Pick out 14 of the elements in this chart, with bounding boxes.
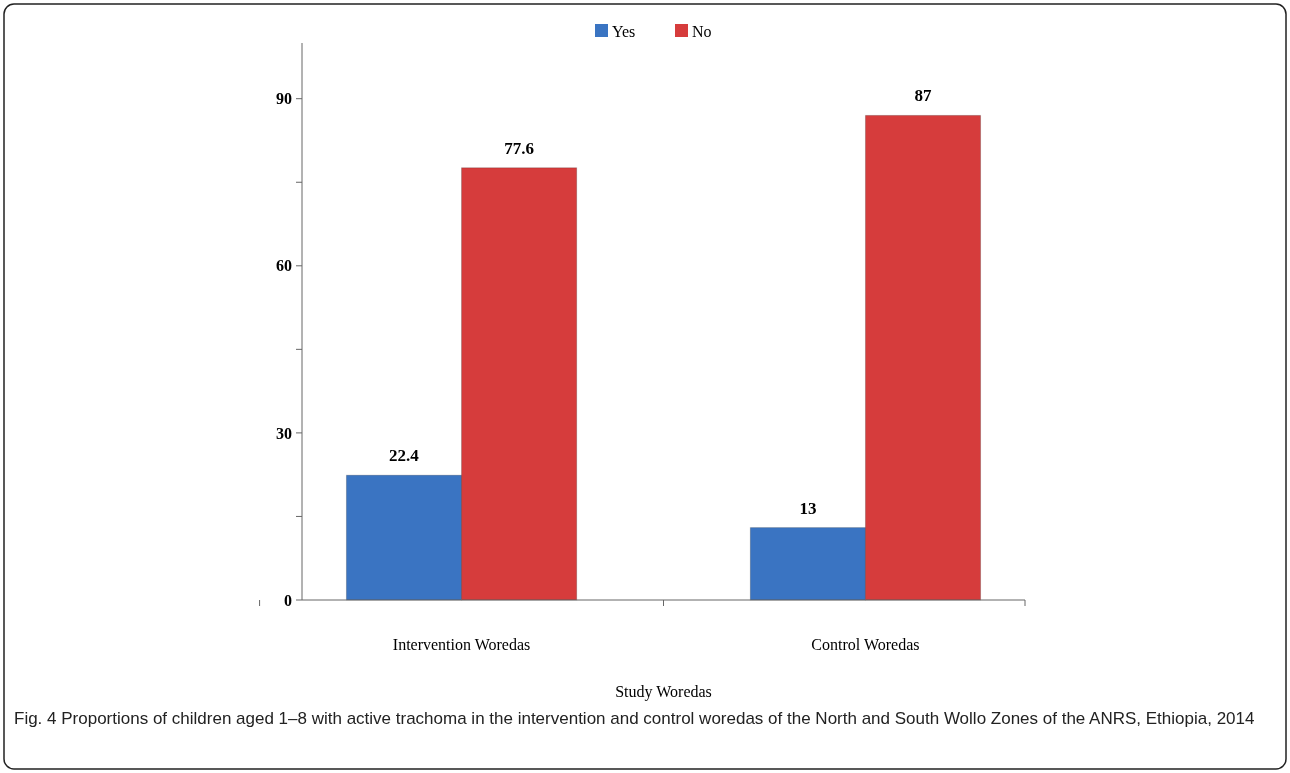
data-label: 13 [799, 498, 817, 518]
y-tick-label: 0 [284, 591, 292, 609]
x-tick-label: Intervention Woredas [392, 636, 531, 653]
data-label: 77.6 [504, 138, 534, 158]
x-tick-label: Control Woredas [811, 636, 920, 653]
legend-label: No [692, 22, 712, 40]
data-label: 87 [914, 86, 933, 106]
x-axis-title: Study Woredas [615, 683, 712, 701]
data-label: 22.4 [389, 446, 420, 466]
caption: Fig. 4 Proportions of children aged 1–8 with active trachoma in the intervention and control woredas of the North and South Wollo Zones of the ANRS, Ethiopia, 2014 [14, 708, 1256, 730]
y-tick-label: 60 [276, 257, 292, 275]
legend-label: Yes [612, 22, 636, 40]
y-tick-label: 30 [276, 424, 292, 442]
y-tick-label: 90 [276, 90, 292, 108]
